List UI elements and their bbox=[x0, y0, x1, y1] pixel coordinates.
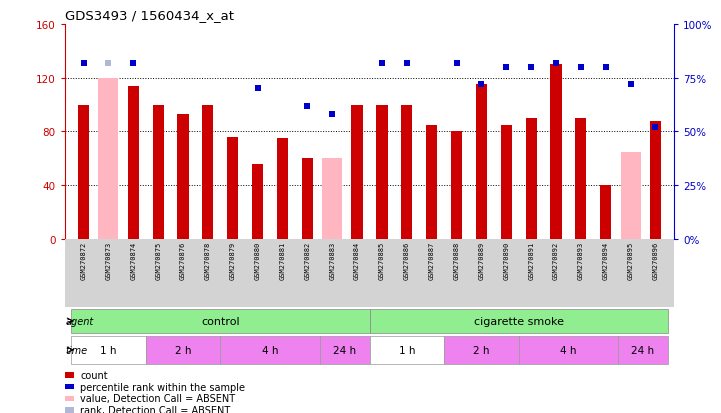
Bar bbox=[153, 105, 164, 240]
Bar bbox=[518, 336, 618, 364]
Bar bbox=[369, 309, 668, 333]
Bar bbox=[650, 121, 661, 240]
Text: GSM270872: GSM270872 bbox=[81, 242, 87, 280]
Text: GSM270896: GSM270896 bbox=[653, 242, 658, 280]
Text: GSM270880: GSM270880 bbox=[255, 242, 260, 280]
Text: time: time bbox=[66, 345, 88, 355]
Text: GSM270879: GSM270879 bbox=[230, 242, 236, 280]
Text: control: control bbox=[201, 316, 239, 326]
Text: GSM270895: GSM270895 bbox=[627, 242, 634, 280]
Bar bbox=[227, 138, 239, 240]
Text: GSM270884: GSM270884 bbox=[354, 242, 360, 280]
Bar bbox=[78, 105, 89, 240]
Text: GSM270881: GSM270881 bbox=[280, 242, 286, 280]
Text: GSM270886: GSM270886 bbox=[404, 242, 410, 280]
Text: GSM270885: GSM270885 bbox=[379, 242, 385, 280]
Bar bbox=[177, 115, 189, 240]
Text: GSM270894: GSM270894 bbox=[603, 242, 609, 280]
Bar bbox=[146, 336, 221, 364]
Bar bbox=[203, 105, 213, 240]
Bar bbox=[376, 105, 388, 240]
Bar bbox=[500, 126, 512, 240]
Bar bbox=[252, 164, 263, 240]
Bar bbox=[71, 309, 369, 333]
Text: 24 h: 24 h bbox=[632, 345, 655, 355]
Text: GSM270875: GSM270875 bbox=[155, 242, 161, 280]
Bar bbox=[71, 336, 146, 364]
Text: GSM270891: GSM270891 bbox=[528, 242, 534, 280]
Bar bbox=[128, 86, 139, 240]
Text: GSM270889: GSM270889 bbox=[479, 242, 485, 280]
Bar bbox=[618, 336, 668, 364]
Bar bbox=[426, 126, 437, 240]
Text: GSM270893: GSM270893 bbox=[578, 242, 584, 280]
Bar bbox=[444, 336, 518, 364]
Text: GSM270876: GSM270876 bbox=[180, 242, 186, 280]
Bar bbox=[302, 159, 313, 240]
Bar bbox=[277, 139, 288, 240]
Text: value, Detection Call = ABSENT: value, Detection Call = ABSENT bbox=[80, 393, 235, 404]
Text: GSM270887: GSM270887 bbox=[429, 242, 435, 280]
Text: 1 h: 1 h bbox=[399, 345, 415, 355]
Text: GSM270883: GSM270883 bbox=[329, 242, 335, 280]
Text: GSM270882: GSM270882 bbox=[304, 242, 310, 280]
Text: GSM270878: GSM270878 bbox=[205, 242, 211, 280]
Text: percentile rank within the sample: percentile rank within the sample bbox=[80, 382, 245, 392]
Text: GSM270892: GSM270892 bbox=[553, 242, 559, 280]
Text: 2 h: 2 h bbox=[174, 345, 191, 355]
Bar bbox=[550, 65, 562, 240]
Text: GSM270888: GSM270888 bbox=[454, 242, 459, 280]
Text: agent: agent bbox=[66, 316, 94, 326]
Text: 24 h: 24 h bbox=[333, 345, 356, 355]
Bar bbox=[600, 186, 611, 240]
Bar bbox=[476, 85, 487, 240]
Text: count: count bbox=[80, 370, 107, 380]
Bar bbox=[621, 152, 640, 240]
Bar bbox=[526, 119, 536, 240]
Bar bbox=[401, 105, 412, 240]
Bar bbox=[575, 119, 586, 240]
Bar bbox=[351, 105, 363, 240]
Bar bbox=[320, 336, 369, 364]
Bar bbox=[99, 78, 118, 240]
Text: 4 h: 4 h bbox=[560, 345, 577, 355]
Text: rank, Detection Call = ABSENT: rank, Detection Call = ABSENT bbox=[80, 405, 230, 413]
Bar bbox=[322, 159, 342, 240]
Text: GSM270873: GSM270873 bbox=[105, 242, 112, 280]
Text: 1 h: 1 h bbox=[100, 345, 117, 355]
Text: GSM270890: GSM270890 bbox=[503, 242, 509, 280]
Text: 4 h: 4 h bbox=[262, 345, 278, 355]
Text: 2 h: 2 h bbox=[473, 345, 490, 355]
Bar bbox=[221, 336, 320, 364]
Text: GSM270874: GSM270874 bbox=[131, 242, 136, 280]
Bar bbox=[451, 132, 462, 240]
Text: cigarette smoke: cigarette smoke bbox=[474, 316, 564, 326]
Bar bbox=[369, 336, 444, 364]
Text: GDS3493 / 1560434_x_at: GDS3493 / 1560434_x_at bbox=[65, 9, 234, 22]
